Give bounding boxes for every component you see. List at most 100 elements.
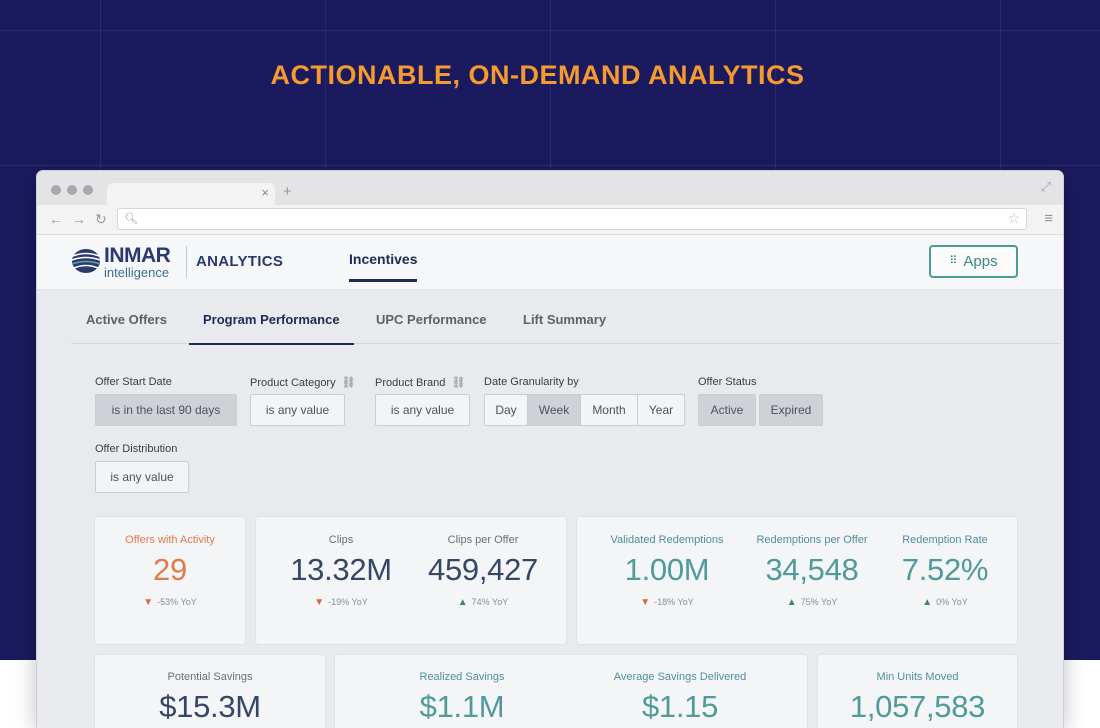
product-name: ANALYTICS: [196, 253, 284, 270]
yoy-value: -53%: [157, 597, 179, 607]
reload-icon[interactable]: ↻: [95, 211, 107, 227]
metric-redemptions-per-offer: Redemptions per Offer 34,548 ▲ 75% YoY: [736, 534, 888, 608]
tab-program-performance[interactable]: Program Performance: [189, 312, 354, 345]
filter-label-product-category: Product Category ⛓: [250, 376, 356, 389]
window-zoom-dot[interactable]: [83, 185, 93, 195]
product-category-label-text: Product Category: [250, 377, 336, 389]
inmar-logo-icon: [71, 249, 101, 273]
yoy-value: 75%: [800, 597, 819, 607]
tab-lift-summary[interactable]: Lift Summary: [523, 312, 607, 327]
tab-upc-performance[interactable]: UPC Performance: [376, 312, 487, 327]
offer-distribution-filter[interactable]: is any value: [95, 461, 189, 493]
metric-value: 7.52%: [901, 552, 989, 587]
tab-close-icon[interactable]: ×: [261, 185, 269, 200]
card-min-units: Min Units Moved 1,057,583: [818, 655, 1017, 728]
metric-yoy: ▲ 0% YoY: [871, 597, 1019, 608]
metric-value: 29: [153, 552, 187, 587]
yoy-unit: YoY: [821, 597, 838, 607]
link-icon: ⛓: [341, 377, 356, 389]
window-minimize-dot[interactable]: [67, 185, 77, 195]
metric-value: 13.32M: [290, 552, 392, 587]
metric-yoy: ▼ -19% YoY: [268, 597, 414, 608]
metric-yoy: ▼ -18% YoY: [591, 597, 743, 608]
apps-grid-icon: ⠿: [949, 255, 957, 267]
granularity-day[interactable]: Day: [485, 395, 528, 425]
card-clips: Clips 13.32M ▼ -19% YoY Clips per Offer 4…: [256, 517, 566, 644]
metric-label: Validated Redemptions: [610, 534, 724, 546]
metric-label: Average Savings Delivered: [613, 671, 747, 683]
metric-label: Redemptions per Offer: [756, 534, 868, 546]
filter-label-offer-start-date: Offer Start Date: [95, 376, 172, 388]
apps-button[interactable]: ⠿ Apps: [929, 245, 1018, 278]
metric-value: 1,057,583: [849, 689, 986, 724]
main-content: Active Offers Program Performance UPC Pe…: [37, 290, 1063, 728]
metric-label: Min Units Moved: [876, 671, 959, 683]
back-icon[interactable]: ←: [49, 211, 63, 227]
star-icon[interactable]: ☆: [1007, 210, 1020, 226]
new-tab-icon[interactable]: +: [283, 183, 292, 200]
granularity-week[interactable]: Week: [528, 395, 581, 425]
metric-value: 34,548: [765, 552, 859, 587]
card-realized-savings: Realized Savings $1.1M Average Savings D…: [335, 655, 807, 728]
metric-label: Offers with Activity: [125, 534, 215, 546]
metric-label: Clips: [328, 534, 354, 546]
yoy-unit: YoY: [180, 597, 197, 607]
granularity-year[interactable]: Year: [648, 403, 674, 417]
metric-label: Potential Savings: [167, 671, 253, 683]
forward-icon[interactable]: →: [72, 211, 86, 227]
status-expired-button[interactable]: Expired: [759, 394, 823, 426]
metric-redemption-rate: Redemption Rate 7.52% ▲ 0% YoY: [871, 534, 1019, 608]
search-icon: 🔍︎: [124, 213, 138, 225]
product-category-filter[interactable]: is any value: [250, 394, 345, 426]
card-redemptions: Validated Redemptions 1.00M ▼ -18% YoY Re…: [577, 517, 1017, 644]
metric-realized-savings: Realized Savings $1.1M: [347, 671, 577, 725]
browser-menu-icon[interactable]: ≡: [1044, 210, 1053, 227]
browser-toolbar: ← → ↻ 🔍︎ ☆ ≡: [37, 205, 1063, 235]
filter-label-product-brand: Product Brand ⛓: [375, 376, 465, 389]
metric-validated-redemptions: Validated Redemptions 1.00M ▼ -18% YoY: [591, 534, 743, 608]
metric-yoy: ▲ 74% YoY: [408, 597, 558, 608]
grid-line: [0, 165, 1100, 166]
browser-window: × + ⤢ ← → ↻ 🔍︎ ☆ ≡ INMAR intelligence AN…: [37, 171, 1063, 728]
trend-down-icon: ▼: [314, 597, 325, 608]
filter-label-date-granularity: Date Granularity by: [484, 376, 579, 388]
metric-value: 1.00M: [624, 552, 710, 587]
yoy-value: 74%: [471, 597, 490, 607]
window-close-dot[interactable]: [51, 185, 61, 195]
trend-up-icon: ▲: [457, 597, 468, 608]
logo-divider: [186, 246, 187, 278]
metric-average-savings: Average Savings Delivered $1.15: [565, 671, 795, 725]
metric-value: $15.3M: [159, 689, 261, 724]
offer-start-date-filter[interactable]: is in the last 90 days: [95, 394, 237, 426]
metric-label: Clips per Offer: [447, 534, 519, 546]
app-header: INMAR intelligence ANALYTICS Incentives …: [37, 235, 1063, 290]
link-icon: ⛓: [451, 377, 466, 389]
metric-yoy: ▼ -53% YoY: [95, 597, 245, 608]
product-brand-label-text: Product Brand: [375, 377, 446, 389]
yoy-value: -19%: [328, 597, 350, 607]
yoy-unit: YoY: [951, 597, 968, 607]
status-active-button[interactable]: Active: [698, 394, 756, 426]
apps-button-label: Apps: [963, 253, 998, 270]
filter-label-offer-status: Offer Status: [698, 376, 757, 388]
metric-value: 459,427: [428, 552, 538, 587]
trend-up-icon: ▲: [786, 597, 797, 608]
grid-line: [0, 30, 1100, 31]
hero-headline: ACTIONABLE, ON-DEMAND ANALYTICS: [270, 60, 805, 90]
browser-tab[interactable]: ×: [107, 183, 275, 205]
metric-label: Redemption Rate: [902, 534, 988, 546]
expand-icon[interactable]: ⤢: [1040, 179, 1051, 194]
metric-min-units-moved: Min Units Moved 1,057,583: [818, 671, 1017, 725]
tab-active-offers[interactable]: Active Offers: [86, 312, 167, 327]
nav-incentives[interactable]: Incentives: [349, 251, 418, 282]
product-brand-filter[interactable]: is any value: [375, 394, 470, 426]
card-offers-activity: Offers with Activity 29 ▼ -53% YoY: [95, 517, 245, 644]
yoy-value: 0%: [936, 597, 950, 607]
trend-down-icon: ▼: [640, 597, 651, 608]
yoy-unit: YoY: [351, 597, 368, 607]
address-bar[interactable]: 🔍︎ ☆: [117, 208, 1027, 230]
metric-yoy: ▲ 75% YoY: [736, 597, 888, 608]
metric-value: $1.15: [641, 689, 719, 724]
metric-clips-per-offer: Clips per Offer 459,427 ▲ 74% YoY: [408, 534, 558, 608]
granularity-month[interactable]: Month: [581, 395, 638, 425]
